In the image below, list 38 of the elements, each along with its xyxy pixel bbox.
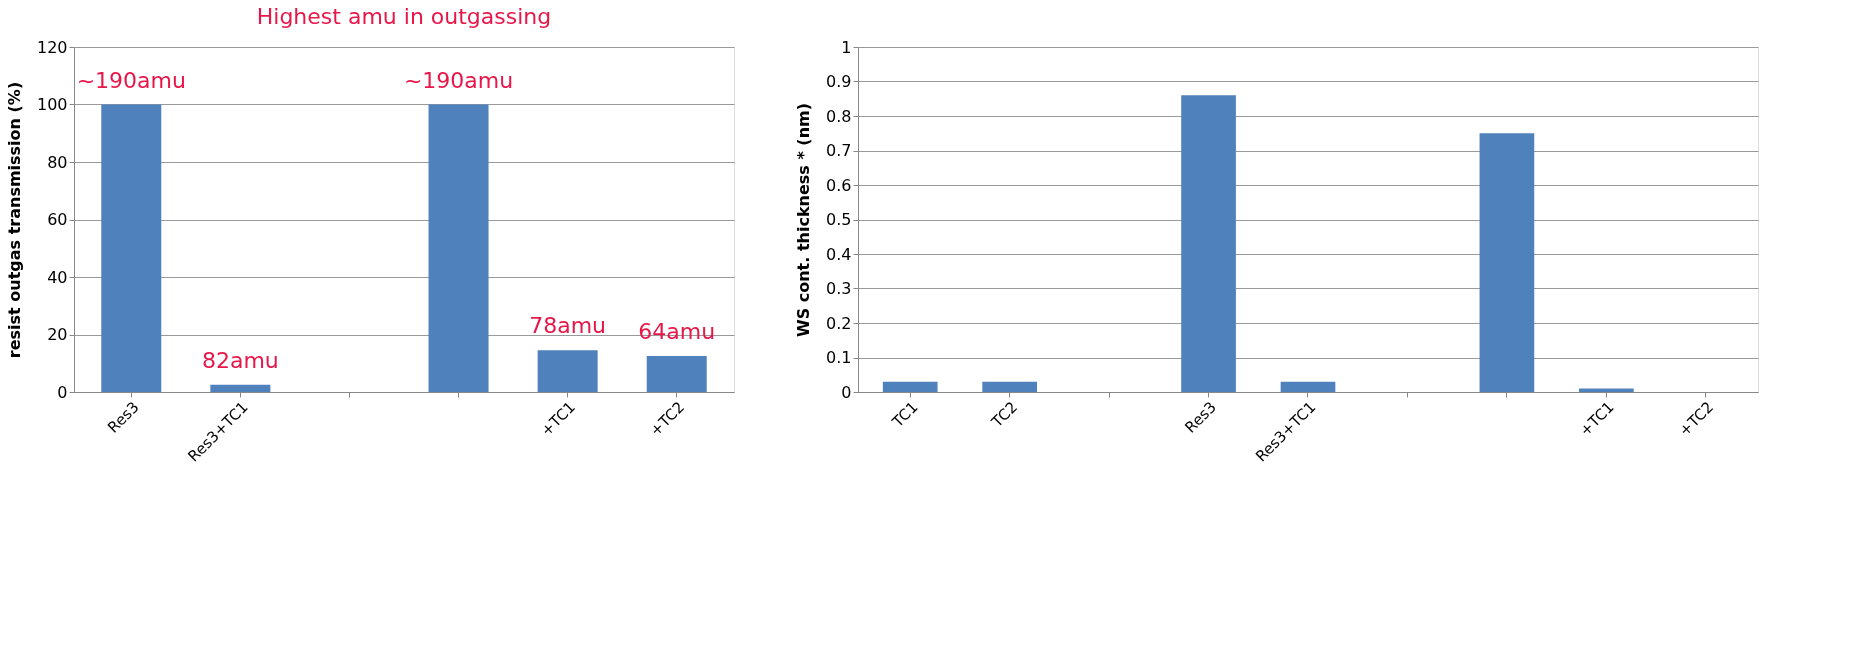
y-tick-label: 0.9 (826, 72, 852, 91)
y-tick-label: 120 (36, 37, 68, 57)
y-tick-label: 1 (841, 37, 852, 57)
y-tick-label: 0.2 (826, 313, 852, 333)
y-tick-label: 0.7 (826, 141, 852, 160)
bar (982, 381, 1038, 392)
y-tick-label: 0.8 (826, 106, 852, 126)
bar (1280, 381, 1336, 392)
y-tick-label: 0.5 (826, 210, 852, 229)
chart-title: Highest amu in outgassing (256, 4, 552, 29)
bar (210, 384, 271, 392)
y-tick-label: 20 (47, 325, 68, 344)
annotation: ~190amu (403, 67, 514, 93)
annotation: 82amu (201, 347, 279, 373)
bar (101, 104, 162, 392)
bar (646, 356, 707, 392)
y-tick-label: 0 (57, 382, 68, 402)
bar (882, 381, 938, 392)
bar (1181, 95, 1236, 392)
bar (537, 350, 598, 392)
annotation: 78amu (529, 313, 607, 339)
annotation: ~190amu (76, 67, 186, 93)
y-tick-label: 60 (47, 210, 68, 229)
x-tick-label: TC1 (888, 398, 922, 432)
y-axis-title: resist outgas transmission (%) (4, 81, 24, 359)
y-tick-label: 0.6 (826, 175, 852, 195)
bar (1479, 133, 1535, 392)
y-tick-label: 0.4 (826, 244, 852, 264)
y-tick-label: 0.3 (826, 279, 852, 298)
annotation: 64amu (638, 319, 716, 345)
y-tick-label: 0 (841, 382, 852, 402)
y-tick-label: 40 (47, 267, 68, 287)
y-tick-label: 100 (36, 95, 68, 114)
y-tick-label: 80 (47, 152, 68, 172)
y-axis-title: WS cont. thickness * (nm) (794, 102, 814, 338)
y-tick-label: 0.1 (826, 348, 852, 367)
x-tick-label: TC2 (987, 398, 1021, 432)
bar (428, 104, 489, 392)
